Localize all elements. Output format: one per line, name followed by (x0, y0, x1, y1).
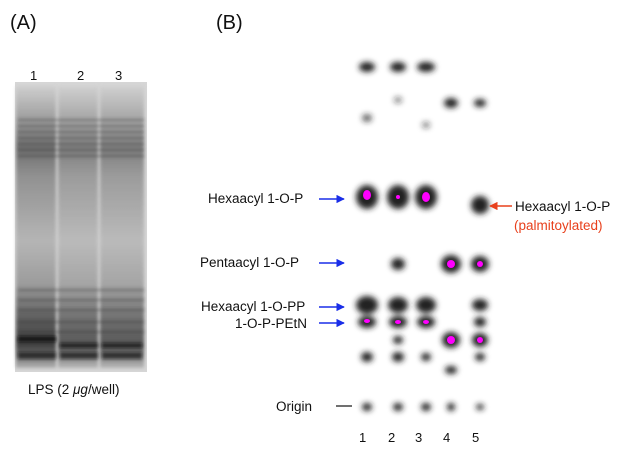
tlc-plate (356, 62, 489, 411)
label-hexaacyl-1op: Hexaacyl 1-O-P (208, 191, 304, 206)
gel-a-lane-3 (100, 86, 144, 368)
tlc-lane-5-label: 5 (472, 430, 480, 445)
caption-suffix: /well) (87, 382, 120, 397)
panel-b-label: (B) (216, 12, 243, 34)
label-pentaacyl-1op: Pentaacyl 1-O-P (200, 255, 300, 270)
caption-prefix: LPS (2 (28, 382, 74, 397)
gel-a-lane-2 (58, 86, 98, 368)
label-op-petn: 1-O-P-PEtN (235, 316, 308, 331)
gel-a-lane-1 (16, 86, 56, 368)
gel-a-lane-2-label: 2 (77, 68, 85, 83)
label-origin: Origin (276, 399, 313, 414)
gel-a (15, 82, 147, 372)
blue-arrows (319, 194, 345, 328)
label-right-hexaacyl-1op: Hexaacyl 1-O-P (515, 199, 611, 214)
tlc-magenta-centers (363, 190, 483, 344)
caption-unit: μg (73, 382, 88, 397)
tlc-spots (356, 62, 489, 411)
gel-a-dark-bands (18, 336, 142, 359)
label-hexaacyl-1opp: Hexaacyl 1-O-PP (201, 299, 306, 314)
tlc-lane-3-label: 3 (415, 430, 423, 445)
tlc-lane-2-label: 2 (388, 430, 396, 445)
panel-a-label: (A) (10, 12, 37, 34)
gel-a-lane-3-label: 3 (115, 68, 123, 83)
tlc-lane-1-label: 1 (359, 430, 367, 445)
tlc-lane-4-label: 4 (443, 430, 451, 445)
label-palmitoylated: (palmitoylated) (514, 218, 603, 233)
gel-a-ladder-bands (18, 119, 144, 333)
gel-a-lane-1-label: 1 (30, 68, 38, 83)
gel-a-caption: LPS (2 μg/well) (28, 382, 119, 397)
